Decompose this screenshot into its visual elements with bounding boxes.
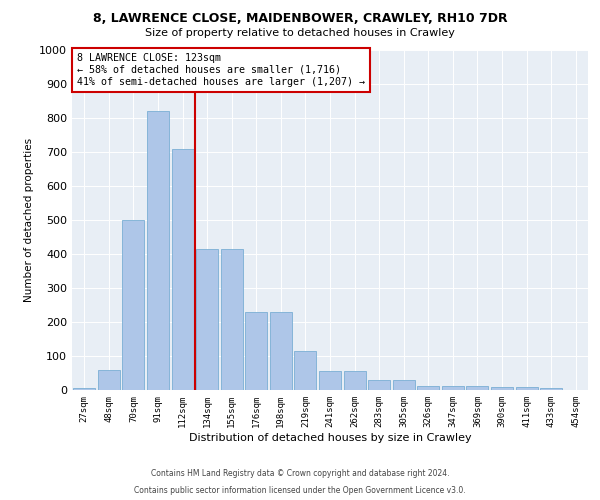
Bar — [442, 386, 464, 390]
Bar — [221, 249, 243, 390]
Bar — [319, 372, 341, 390]
Y-axis label: Number of detached properties: Number of detached properties — [23, 138, 34, 302]
Text: Size of property relative to detached houses in Crawley: Size of property relative to detached ho… — [145, 28, 455, 38]
Text: Contains HM Land Registry data © Crown copyright and database right 2024.: Contains HM Land Registry data © Crown c… — [151, 468, 449, 477]
Bar — [515, 386, 538, 390]
Bar — [491, 386, 513, 390]
Bar — [147, 111, 169, 390]
Bar — [245, 312, 268, 390]
Bar — [172, 148, 194, 390]
Bar — [73, 388, 95, 390]
Text: 8 LAWRENCE CLOSE: 123sqm
← 58% of detached houses are smaller (1,716)
41% of sem: 8 LAWRENCE CLOSE: 123sqm ← 58% of detach… — [77, 54, 365, 86]
Bar — [122, 220, 145, 390]
Text: 8, LAWRENCE CLOSE, MAIDENBOWER, CRAWLEY, RH10 7DR: 8, LAWRENCE CLOSE, MAIDENBOWER, CRAWLEY,… — [92, 12, 508, 26]
Bar — [344, 372, 365, 390]
Bar — [466, 386, 488, 390]
Text: Contains public sector information licensed under the Open Government Licence v3: Contains public sector information licen… — [134, 486, 466, 495]
Bar — [295, 351, 316, 390]
X-axis label: Distribution of detached houses by size in Crawley: Distribution of detached houses by size … — [188, 432, 472, 442]
Bar — [368, 380, 390, 390]
Bar — [270, 312, 292, 390]
Bar — [98, 370, 120, 390]
Bar — [196, 249, 218, 390]
Bar — [392, 380, 415, 390]
Bar — [540, 388, 562, 390]
Bar — [417, 386, 439, 390]
